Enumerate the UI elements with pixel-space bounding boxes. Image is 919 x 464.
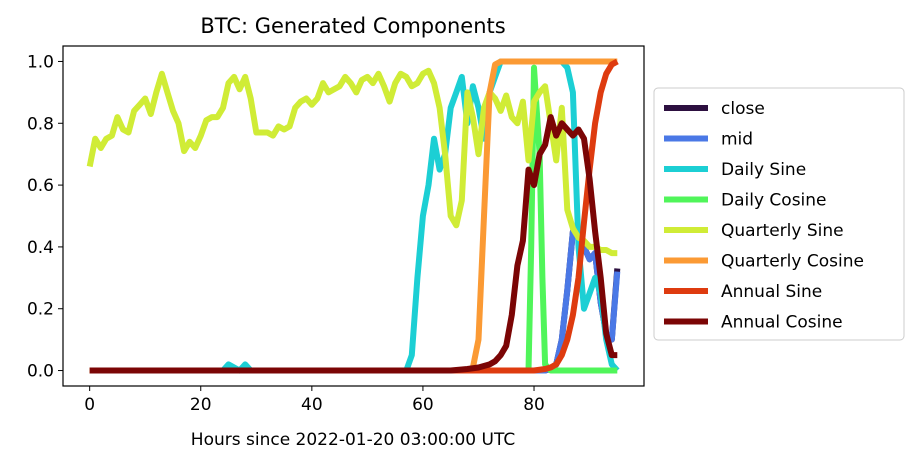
legend-label: mid — [721, 130, 753, 150]
x-tick-label: 20 — [190, 395, 212, 415]
x-tick-label: 60 — [412, 395, 434, 415]
series-line-daily-cosine — [89, 64, 618, 374]
plot-frame — [62, 45, 645, 387]
legend-label: Annual Sine — [721, 282, 822, 302]
y-tick-label: 0.4 — [27, 238, 54, 258]
legend-item-daily-cosine: Daily Cosine — [664, 191, 827, 211]
legend-item-annual-sine: Annual Sine — [664, 282, 822, 302]
legend-item-daily-sine: Daily Sine — [664, 160, 806, 180]
legend-frame — [653, 87, 905, 341]
legend-label: Quarterly Cosine — [721, 252, 864, 272]
x-tick-label: 0 — [84, 395, 95, 415]
y-axis: 0.0 0.2 0.4 0.6 0.8 1.0 — [27, 52, 63, 382]
legend-item-quarterly-cosine: Quarterly Cosine — [664, 252, 864, 272]
series-line-mid — [89, 228, 621, 374]
legend-label: close — [721, 99, 765, 119]
legend-item-annual-cosine: Annual Cosine — [664, 313, 843, 333]
legend-label: Daily Cosine — [721, 191, 827, 211]
y-tick-label: 1.0 — [27, 52, 54, 72]
legend-item-mid: mid — [664, 130, 753, 150]
chart-title: BTC: Generated Components — [200, 14, 505, 38]
legend-item-close: close — [664, 99, 765, 119]
y-tick-label: 0.8 — [27, 114, 54, 134]
legend: close mid Daily Sine Daily Cosine Quarterly … — [653, 87, 905, 341]
y-tick-label: 0.2 — [27, 300, 54, 320]
x-axis: 0 20 40 60 80 — [84, 386, 545, 415]
legend-label: Quarterly Sine — [721, 221, 844, 241]
series-line-annual-cosine — [89, 114, 618, 374]
legend-label: Annual Cosine — [721, 313, 843, 333]
plot-lines — [86, 58, 621, 374]
y-tick-label: 0.0 — [27, 362, 54, 382]
x-tick-label: 40 — [301, 395, 323, 415]
x-axis-title: Hours since 2022-01-20 03:00:00 UTC — [191, 430, 515, 450]
legend-item-quarterly-sine: Quarterly Sine — [664, 221, 844, 241]
series-line-quarterly-sine — [86, 67, 618, 257]
legend-label: Daily Sine — [721, 160, 806, 180]
y-tick-label: 0.6 — [27, 176, 54, 196]
x-tick-label: 80 — [523, 395, 545, 415]
series-line-close — [89, 228, 621, 374]
